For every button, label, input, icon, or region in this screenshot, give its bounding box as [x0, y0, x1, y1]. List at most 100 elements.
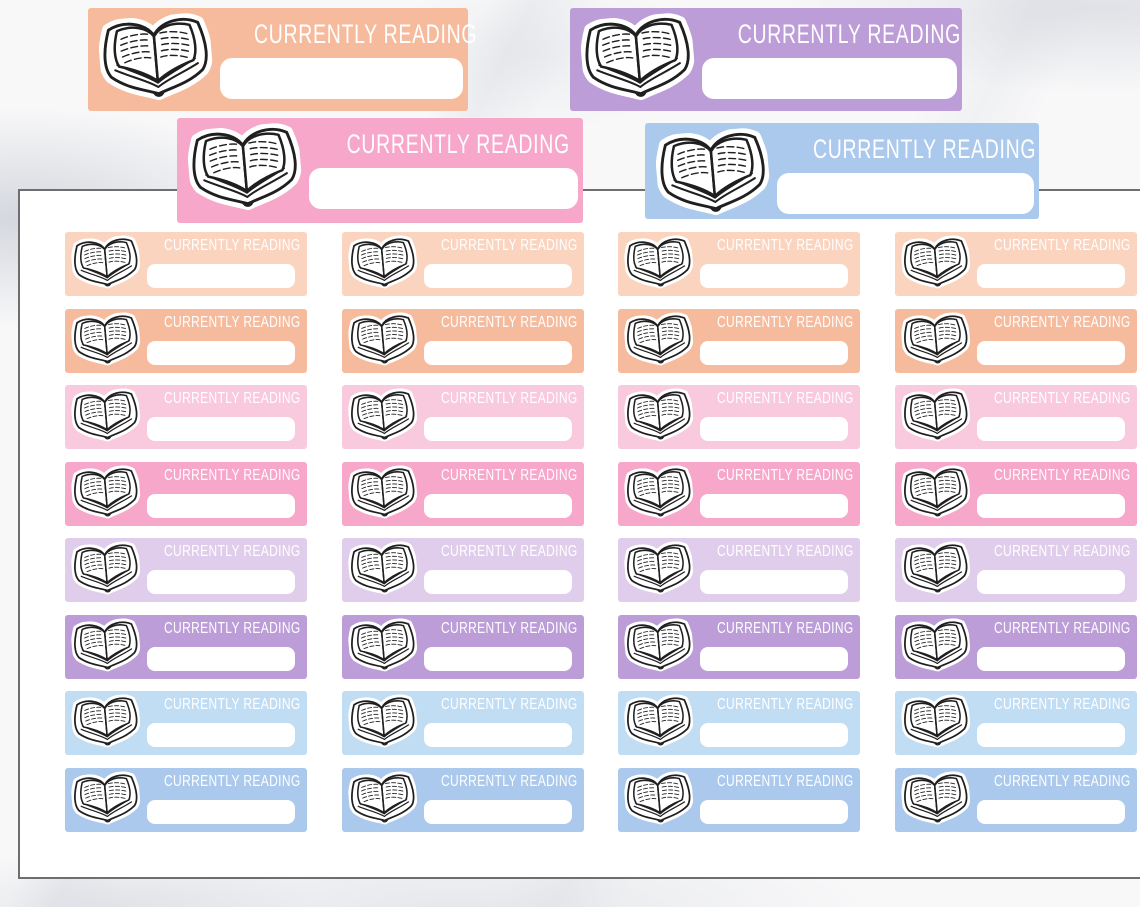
sticker-label: CURRENTLY READING: [717, 466, 854, 484]
sticker-label: CURRENTLY READING: [440, 543, 578, 560]
open-book-icon: [901, 388, 971, 444]
write-in-box: [220, 58, 463, 99]
sticker-label: CURRENTLY READING: [993, 772, 1131, 790]
sheet-sticker-pink: CURRENTLY READING: [618, 461, 861, 526]
sheet-sticker-peach: CURRENTLY READING: [65, 308, 307, 373]
sticker-label: CURRENTLY READING: [164, 466, 301, 484]
sheet-sticker-light-lavender: CURRENTLY READING: [894, 538, 1137, 602]
open-book-icon: [624, 617, 694, 674]
sticker-label: CURRENTLY READING: [164, 390, 301, 407]
open-book-icon: [901, 694, 971, 750]
sheet-sticker-pink: CURRENTLY READING: [894, 461, 1137, 526]
open-book-icon: [71, 311, 141, 368]
preview-sticker-pink: CURRENTLY READING: [177, 118, 583, 223]
sticker-label: CURRENTLY READING: [164, 237, 301, 254]
sticker-label: CURRENTLY READING: [717, 313, 854, 331]
sheet-sticker-light-pink: CURRENTLY READING: [618, 385, 861, 449]
sticker-label: CURRENTLY READING: [346, 129, 570, 159]
open-book-icon: [624, 541, 694, 597]
sticker-label: CURRENTLY READING: [993, 696, 1131, 713]
sheet-sticker-peach: CURRENTLY READING: [618, 308, 861, 373]
open-book-icon: [187, 123, 302, 214]
write-in-box: [423, 493, 572, 518]
write-in-box: [700, 723, 849, 747]
sticker-sheet: [18, 189, 1140, 879]
write-in-box: [700, 340, 849, 365]
write-in-box: [423, 340, 572, 365]
open-book-icon: [624, 235, 694, 291]
sticker-label: CURRENTLY READING: [993, 237, 1131, 254]
open-book-icon: [347, 235, 418, 291]
write-in-box: [423, 646, 572, 671]
sheet-sticker-light-pink: CURRENTLY READING: [65, 385, 307, 449]
write-in-box: [976, 340, 1125, 365]
sheet-sticker-pink: CURRENTLY READING: [65, 461, 307, 526]
sticker-label: CURRENTLY READING: [717, 619, 854, 637]
sheet-sticker-peach: CURRENTLY READING: [341, 308, 584, 373]
sticker-label: CURRENTLY READING: [993, 313, 1131, 331]
open-book-icon: [71, 541, 141, 597]
open-book-icon: [901, 235, 971, 291]
write-in-box: [777, 173, 1034, 214]
sheet-sticker-light-peach: CURRENTLY READING: [341, 232, 584, 296]
open-book-icon: [71, 388, 141, 444]
sticker-label: CURRENTLY READING: [164, 772, 301, 790]
sheet-sticker-blue: CURRENTLY READING: [618, 767, 861, 832]
sticker-label: CURRENTLY READING: [440, 390, 578, 407]
write-in-box: [147, 264, 295, 288]
open-book-icon: [624, 694, 694, 750]
sticker-label: CURRENTLY READING: [440, 313, 578, 331]
write-in-box: [976, 723, 1125, 747]
sticker-label: CURRENTLY READING: [717, 390, 854, 407]
preview-sticker-peach: CURRENTLY READING: [88, 8, 477, 111]
write-in-box: [702, 58, 957, 99]
sticker-label: CURRENTLY READING: [717, 237, 854, 254]
open-book-icon: [624, 388, 694, 444]
sheet-sticker-light-blue: CURRENTLY READING: [894, 691, 1137, 755]
sticker-grid: CURRENTLY READING: [65, 232, 1137, 832]
sheet-sticker-light-peach: CURRENTLY READING: [894, 232, 1137, 296]
write-in-box: [423, 799, 572, 824]
open-book-icon: [347, 770, 418, 827]
write-in-box: [423, 723, 572, 747]
write-in-box: [147, 723, 295, 747]
open-book-icon: [901, 464, 971, 521]
write-in-box: [700, 493, 849, 518]
sheet-sticker-light-blue: CURRENTLY READING: [341, 691, 584, 755]
write-in-box: [976, 570, 1125, 594]
open-book-icon: [71, 770, 141, 827]
sheet-sticker-purple: CURRENTLY READING: [341, 614, 584, 679]
sheet-sticker-pink: CURRENTLY READING: [341, 461, 584, 526]
sheet-sticker-purple: CURRENTLY READING: [894, 614, 1137, 679]
sheet-sticker-light-blue: CURRENTLY READING: [618, 691, 861, 755]
open-book-icon: [624, 311, 694, 368]
sheet-sticker-light-lavender: CURRENTLY READING: [618, 538, 861, 602]
sticker-label: CURRENTLY READING: [164, 313, 301, 331]
write-in-box: [147, 417, 295, 441]
sheet-sticker-blue: CURRENTLY READING: [65, 767, 307, 832]
open-book-icon: [347, 617, 418, 674]
open-book-icon: [347, 311, 418, 368]
open-book-icon: [624, 464, 694, 521]
sticker-label: CURRENTLY READING: [717, 772, 854, 790]
sticker-label: CURRENTLY READING: [164, 696, 301, 713]
sticker-label: CURRENTLY READING: [993, 390, 1131, 407]
sticker-label: CURRENTLY READING: [812, 134, 1037, 164]
sheet-sticker-light-lavender: CURRENTLY READING: [65, 538, 307, 602]
sticker-label: CURRENTLY READING: [164, 619, 301, 637]
write-in-box: [700, 264, 849, 288]
sticker-label: CURRENTLY READING: [440, 772, 578, 790]
write-in-box: [976, 646, 1125, 671]
open-book-icon: [901, 541, 971, 597]
sheet-sticker-light-peach: CURRENTLY READING: [65, 232, 307, 296]
sheet-sticker-light-lavender: CURRENTLY READING: [341, 538, 584, 602]
sticker-label: CURRENTLY READING: [737, 19, 961, 49]
sheet-sticker-light-pink: CURRENTLY READING: [341, 385, 584, 449]
open-book-icon: [98, 13, 213, 104]
open-book-icon: [580, 13, 695, 104]
open-book-icon: [71, 235, 141, 291]
write-in-box: [423, 570, 572, 594]
sticker-label: CURRENTLY READING: [993, 466, 1131, 484]
sticker-label: CURRENTLY READING: [164, 543, 301, 560]
sheet-sticker-purple: CURRENTLY READING: [65, 614, 307, 679]
